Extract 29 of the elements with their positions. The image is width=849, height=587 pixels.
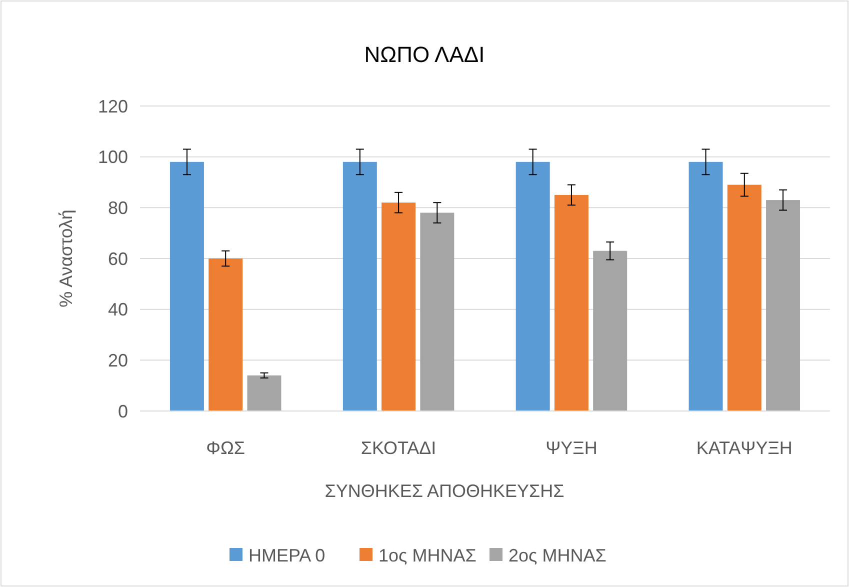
bar [208,258,243,411]
bar [766,200,800,411]
legend-label: 2ος ΜΗΝΑΣ [508,545,606,566]
bar [516,162,550,411]
chart-title: ΝΩΠΟ ΛΑΔΙ [364,42,485,67]
bar [554,194,588,411]
y-tick-label: 60 [108,248,128,269]
bar [170,162,204,411]
y-tick-label: 100 [98,147,128,168]
x-tick-label: ΚΑΤΑΨΥΞΗ [696,438,792,458]
y-tick-label: 40 [108,300,128,320]
y-tick-label: 120 [98,96,128,116]
legend-label: ΗΜΕΡΑ 0 [248,545,326,566]
bar [420,212,454,411]
y-tick-label: 20 [108,350,128,370]
bar [247,375,282,411]
x-tick-label: ΣΚΟΤΑΔΙ [360,438,436,458]
x-tick-label: ΨΥΞΗ [546,438,598,458]
y-axis-title: % Αναστολή [56,210,76,308]
legend-label: 1ος ΜΗΝΑΣ [378,545,476,566]
bar [593,250,628,411]
y-tick-label: 0 [118,401,128,422]
x-tick-label: ΦΩΣ [206,438,246,458]
bar [688,162,723,411]
y-tick-label: 80 [108,198,128,218]
x-axis-title: ΣΥΝΘΗΚΕΣ ΑΠΟΘΗΚΕΥΣΗΣ [324,481,564,501]
bar [342,162,377,411]
bar [382,202,416,411]
bar [727,184,762,411]
